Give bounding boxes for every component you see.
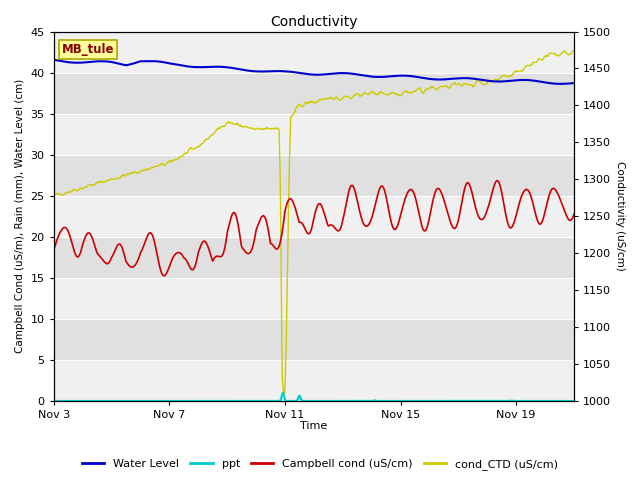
Y-axis label: Conductivity (uS/cm): Conductivity (uS/cm): [615, 161, 625, 271]
Bar: [54, 360, 574, 401]
Text: MB_tule: MB_tule: [61, 43, 114, 56]
Bar: [54, 237, 574, 278]
Bar: [54, 114, 574, 155]
Y-axis label: Campbell Cond (uS/m), Rain (mm), Water Level (cm): Campbell Cond (uS/m), Rain (mm), Water L…: [15, 79, 25, 353]
Legend: Water Level, ppt, Campbell cond (uS/cm), cond_CTD (uS/cm): Water Level, ppt, Campbell cond (uS/cm),…: [77, 455, 563, 474]
Bar: [54, 72, 574, 114]
Title: Conductivity: Conductivity: [270, 15, 358, 29]
X-axis label: Time: Time: [300, 421, 328, 432]
Bar: [54, 278, 574, 319]
Bar: [54, 32, 574, 72]
Bar: [54, 319, 574, 360]
Bar: [54, 196, 574, 237]
Bar: [54, 155, 574, 196]
